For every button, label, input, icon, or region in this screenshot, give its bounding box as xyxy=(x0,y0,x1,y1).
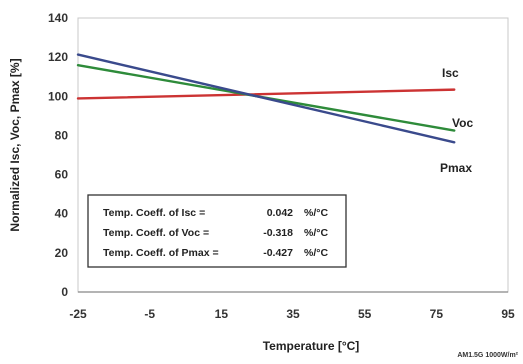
coefficient-unit: %/°C xyxy=(304,247,328,259)
y-tick-label: 120 xyxy=(48,50,68,64)
series-label-isc: Isc xyxy=(442,66,459,80)
coefficient-value: -0.318 xyxy=(263,227,293,239)
x-tick-label: -25 xyxy=(69,307,87,321)
y-tick-label: 140 xyxy=(48,11,68,25)
x-axis-title: Temperature [°C] xyxy=(263,339,360,353)
x-tick-label: 55 xyxy=(358,307,372,321)
series-line-isc xyxy=(76,88,456,100)
coefficient-unit: %/°C xyxy=(304,207,328,219)
coefficient-value: -0.427 xyxy=(263,247,293,259)
x-tick-label: 15 xyxy=(215,307,229,321)
series-label-voc: Voc xyxy=(452,116,473,130)
y-tick-label: 100 xyxy=(48,89,68,103)
coefficient-value: 0.042 xyxy=(267,207,293,219)
coefficient-label: Temp. Coeff. of Pmax = xyxy=(103,247,219,259)
x-tick-label: -5 xyxy=(144,307,155,321)
y-tick-label: 20 xyxy=(55,246,69,260)
y-tick-label: 40 xyxy=(55,207,69,221)
coefficient-label: Temp. Coeff. of Voc = xyxy=(103,227,209,239)
series-label-pmax: Pmax xyxy=(440,161,472,175)
coefficient-label: Temp. Coeff. of Isc = xyxy=(103,207,205,219)
x-tick-label: 35 xyxy=(286,307,300,321)
footnote: AM1.5G 1000W/m² xyxy=(457,352,518,359)
y-tick-label: 60 xyxy=(55,168,69,182)
x-tick-label: 95 xyxy=(501,307,515,321)
y-tick-label: 0 xyxy=(61,285,68,299)
y-axis-title: Normalized Isc, Voc, Pmax [%] xyxy=(8,58,22,231)
x-tick-label: 75 xyxy=(430,307,444,321)
coefficient-box xyxy=(87,194,347,268)
coefficient-unit: %/°C xyxy=(304,227,328,239)
y-tick-label: 80 xyxy=(55,128,69,142)
series-line-pmax xyxy=(76,53,456,144)
